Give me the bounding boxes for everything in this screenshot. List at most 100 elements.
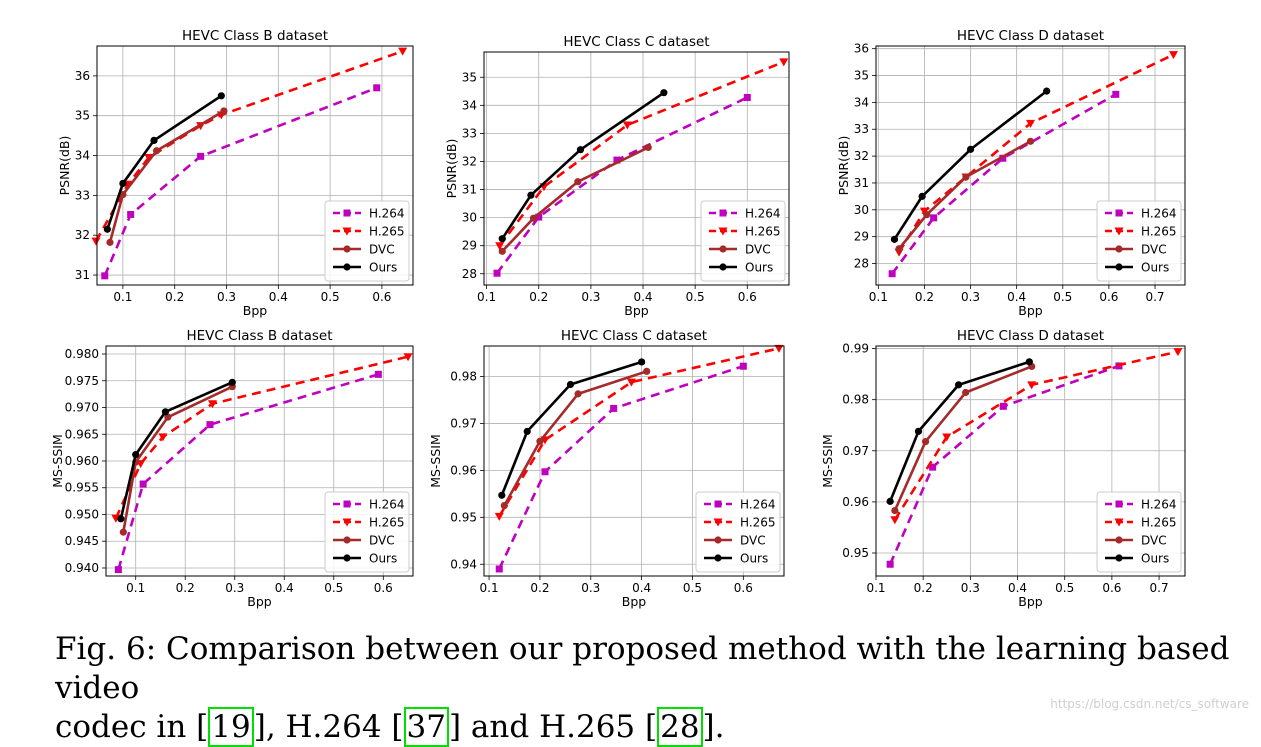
citation-link-37[interactable]: 37 — [403, 707, 449, 747]
data-point-dvc — [921, 437, 930, 446]
citation-link-19[interactable]: 19 — [208, 707, 254, 747]
legend-marker-h265 — [1114, 227, 1124, 236]
y-tick-label-29: 29 — [854, 230, 869, 244]
legend: H.264 H.265 DVC Ours — [1096, 491, 1182, 573]
data-point-h264 — [886, 560, 894, 568]
legend-label-h265: H.265 — [1141, 225, 1177, 239]
y-tick-label-0_99: 0.99 — [842, 342, 869, 356]
data-point-ours — [660, 89, 668, 97]
data-point-h264 — [495, 565, 503, 573]
legend-marker-h264 — [343, 500, 351, 508]
legend-marker-ours — [343, 263, 351, 271]
caption-text-2: ], H.264 [ — [253, 709, 404, 745]
series-line-h265 — [94, 49, 404, 242]
data-point-h264 — [493, 269, 501, 277]
legend-label-h265: H.265 — [369, 516, 405, 530]
data-point-h264 — [930, 214, 938, 222]
data-point-h264 — [739, 362, 747, 370]
data-point-ours — [566, 380, 575, 389]
data-point-ours — [132, 450, 140, 459]
data-point-h265 — [495, 242, 505, 251]
series-line-ours — [500, 360, 643, 496]
chart-panel-4: 0.1 0.2 0.3 0.4 0.5 0.6 0.940 0.945 0.950 0.955 0.… — [50, 328, 414, 609]
chart-title: HEVC Class D dataset — [957, 28, 1104, 44]
citation-link-28[interactable]: 28 — [657, 707, 703, 747]
legend-label-dvc: DVC — [1141, 534, 1167, 548]
legend-marker-dvc — [343, 245, 351, 253]
y-tick-label-29: 29 — [462, 239, 477, 253]
series-line-dvc — [501, 146, 649, 253]
x-tick-label-0_4: 0.4 — [1007, 290, 1026, 304]
x-tick-label-0_3: 0.3 — [225, 581, 244, 595]
data-point-h264 — [888, 270, 896, 278]
data-point-dvc — [529, 214, 538, 222]
y-tick-label-0_950: 0.950 — [65, 507, 99, 521]
x-tick-label-0_7: 0.7 — [1150, 581, 1169, 595]
y-tick-label-0_98: 0.98 — [450, 370, 477, 384]
data-point-ours — [638, 358, 646, 366]
caption-text-3: ] and H.265 [ — [448, 709, 658, 745]
data-point-h265 — [942, 433, 952, 442]
x-axis-label: Bpp — [622, 594, 647, 609]
x-tick-label-0_6: 0.6 — [1099, 290, 1118, 304]
legend-label-h264: H.264 — [745, 207, 781, 221]
data-point-h265 — [494, 512, 504, 521]
data-point-h264 — [1112, 90, 1120, 98]
data-point-h264 — [373, 84, 381, 92]
data-point-ours — [914, 427, 923, 435]
series-line-h264 — [891, 93, 1117, 275]
y-tick-label-34: 34 — [462, 98, 477, 112]
legend-marker-dvc — [1115, 536, 1123, 544]
data-point-ours — [918, 192, 926, 200]
y-tick-label-32: 32 — [854, 149, 869, 163]
x-tick-label-0_4: 0.4 — [633, 290, 652, 304]
data-point-h265 — [1027, 381, 1037, 390]
series-line-h265 — [498, 347, 780, 518]
data-point-dvc — [500, 501, 508, 510]
data-point-dvc — [106, 238, 114, 246]
legend-label-dvc: DVC — [745, 243, 771, 257]
y-tick-label-0_960: 0.960 — [65, 454, 99, 468]
x-axis-label: Bpp — [243, 303, 268, 318]
series-line-ours — [501, 91, 665, 240]
series-line-dvc — [503, 370, 648, 507]
y-tick-label-0_98: 0.98 — [842, 393, 869, 407]
x-tick-label-0_2: 0.2 — [915, 290, 934, 304]
data-point-dvc — [164, 413, 172, 421]
y-tick-label-0_95: 0.95 — [450, 510, 477, 524]
x-tick-label-0_5: 0.5 — [321, 290, 340, 304]
legend-label-ours: Ours — [745, 261, 773, 275]
data-point-dvc — [962, 388, 970, 397]
data-point-h265 — [622, 121, 632, 130]
legend-marker-h265 — [713, 518, 723, 527]
data-point-ours — [150, 136, 158, 145]
y-tick-label-28: 28 — [462, 267, 477, 281]
legend-marker-h265 — [342, 518, 352, 527]
y-tick-label-31: 31 — [75, 268, 90, 282]
x-tick-label-0_5: 0.5 — [683, 581, 702, 595]
legend-box — [1096, 491, 1182, 573]
data-point-h264 — [999, 154, 1007, 162]
y-tick-label-31: 31 — [854, 176, 869, 190]
x-tick-label-0_3: 0.3 — [961, 290, 980, 304]
series-line-h265 — [498, 60, 785, 247]
data-point-h265 — [626, 378, 636, 387]
x-tick-label-0_2: 0.2 — [165, 290, 184, 304]
legend-box — [700, 200, 786, 282]
y-tick-label-34: 34 — [854, 95, 869, 109]
legend: H.264 H.265 DVC Ours — [700, 200, 786, 282]
data-point-ours — [576, 146, 585, 154]
data-point-h265 — [779, 58, 789, 67]
legend: H.264 H.265 DVC Ours — [324, 491, 410, 573]
x-tick-label-0_4: 0.4 — [275, 581, 294, 595]
y-axis-label: MS-SSIM — [50, 434, 65, 488]
caption-text-4: ]. — [702, 709, 725, 745]
data-point-dvc — [923, 211, 931, 219]
legend-marker-h264 — [1115, 500, 1123, 508]
legend-label-ours: Ours — [1141, 552, 1169, 566]
legend-label-dvc: DVC — [740, 534, 766, 548]
x-tick-label-0_4: 0.4 — [269, 290, 288, 304]
data-point-h265 — [207, 400, 217, 409]
x-axis-label: Bpp — [624, 303, 649, 318]
y-tick-label-36: 36 — [75, 69, 90, 83]
